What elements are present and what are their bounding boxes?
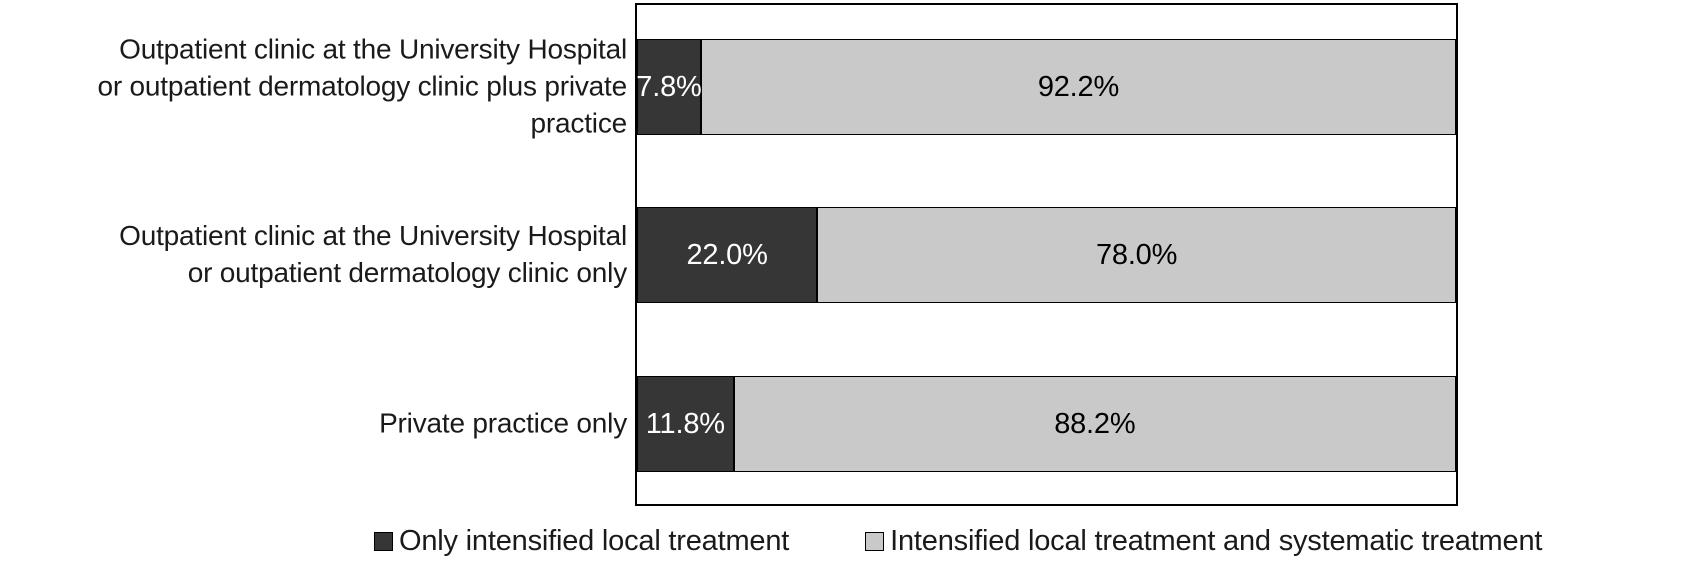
- legend-swatch-dark: [374, 532, 393, 551]
- bar-segment-light: 88.2%: [733, 376, 1456, 472]
- category-label-line: or outpatient dermatology clinic plus pr…: [97, 70, 627, 102]
- category-label-line: Private practice only: [379, 407, 627, 439]
- category-label-line: Outpatient clinic at the University Hosp…: [119, 220, 627, 251]
- bar-segment-dark: 11.8%: [637, 376, 734, 472]
- bar-segment-dark: 7.8%: [636, 39, 702, 135]
- bar-value-label: 22.0%: [686, 238, 768, 271]
- plot-area: 7.8% 92.2% 22.0% 78.0% 11.8% 88.2%: [635, 3, 1458, 506]
- category-label-line: practice: [530, 107, 628, 139]
- bar-segment-dark: 22.0%: [637, 207, 818, 303]
- category-label-row-1: Outpatient clinic at the University Hosp…: [119, 217, 627, 291]
- legend-item-intensified-local-and-systematic-treatment: Intensified local treatment and systemat…: [865, 527, 1542, 556]
- bar-row-2: 11.8% 88.2%: [637, 376, 1456, 472]
- bar-value-label: 92.2%: [1037, 70, 1120, 103]
- bar-segment-light: 92.2%: [700, 39, 1456, 135]
- bar-value-label: 88.2%: [1054, 407, 1136, 440]
- category-label-row-2: Private practice only: [379, 405, 627, 442]
- category-label-row-0: Outpatient clinic at the University Hosp…: [97, 31, 627, 142]
- legend-swatch-light: [865, 532, 885, 551]
- legend-label: Intensified local treatment and systemat…: [890, 525, 1543, 557]
- legend-label: Only intensified local treatment: [399, 525, 790, 557]
- category-label-line: Outpatient clinic at the University Hosp…: [119, 33, 627, 65]
- bar-value-label: 78.0%: [1095, 238, 1178, 271]
- bar-segment-light: 78.0%: [817, 207, 1456, 303]
- legend: Only intensified local treatment Intensi…: [374, 527, 1542, 556]
- bar-value-label: 11.8%: [645, 407, 725, 440]
- bar-row-0: 7.8% 92.2%: [636, 39, 1456, 135]
- legend-item-only-intensified-local-treatment: Only intensified local treatment: [374, 527, 789, 556]
- category-label-line: or outpatient dermatology clinic only: [187, 257, 627, 288]
- bar-row-1: 22.0% 78.0%: [637, 207, 1456, 303]
- bar-value-label: 7.8%: [636, 70, 702, 103]
